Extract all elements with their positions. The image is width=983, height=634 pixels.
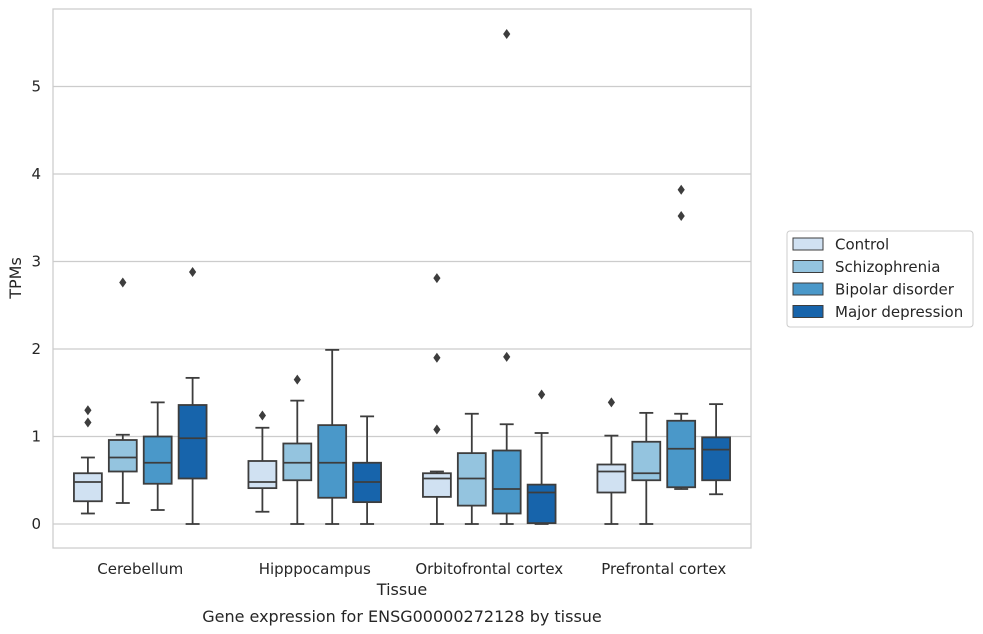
y-tick-2: 2: [31, 340, 41, 358]
x-tick-1: Hipppocampus: [259, 560, 371, 578]
box-2-2: [491, 29, 522, 525]
y-tick-1: 1: [31, 428, 41, 446]
legend-frame: [786, 230, 974, 328]
outlier-point: [258, 410, 266, 421]
outlier-point: [189, 267, 197, 277]
outlier-point: [84, 417, 92, 428]
box-body: [247, 460, 278, 490]
box-3-0: [596, 397, 627, 525]
box-0-1: [107, 277, 138, 504]
outlier-point: [677, 211, 685, 221]
legend-label-1: Schizophrenia: [835, 258, 940, 276]
legend-label-0: Control: [835, 236, 889, 254]
box-body: [526, 483, 557, 525]
outlier-point: [503, 29, 511, 39]
plot-frame: [52, 8, 752, 549]
box-body: [142, 435, 173, 485]
x-tick-3: Prefrontal cortex: [601, 560, 726, 578]
x-tick-0: Cerebellum: [97, 560, 183, 578]
chart-caption: Gene expression for ENSG00000272128 by t…: [202, 607, 602, 626]
box-body: [701, 436, 731, 482]
box-body: [73, 472, 103, 503]
y-tick-labels: 0 1 2 3 4 5: [31, 78, 41, 534]
box-1-2: [317, 348, 348, 525]
box-0-2: [142, 401, 173, 511]
box-body: [631, 440, 662, 482]
box-2-1: [456, 412, 487, 525]
y-tick-5: 5: [31, 78, 41, 96]
y-tick-4: 4: [31, 165, 41, 183]
box-2-0: [422, 273, 452, 525]
x-tick-2: Orbitofrontal cortex: [415, 560, 563, 578]
box-1-0: [247, 410, 278, 513]
box-body: [107, 439, 138, 473]
box-body: [317, 424, 348, 499]
legend-label-2: Bipolar disorder: [835, 281, 955, 299]
outlier-point: [293, 374, 301, 385]
legend-swatch-3: [792, 305, 824, 318]
boxes: [73, 29, 731, 525]
legend: Control Schizophrenia Bipolar disorder Majo…: [786, 230, 974, 328]
outlier-point: [607, 397, 615, 408]
box-3-1: [631, 411, 662, 525]
box-3-2: [666, 184, 697, 490]
outlier-point: [433, 273, 441, 284]
outlier-point: [119, 277, 127, 288]
legend-swatch-1: [792, 260, 824, 273]
outlier-point: [677, 184, 685, 195]
box-body: [666, 419, 697, 489]
box-1-1: [282, 374, 313, 525]
box-body: [596, 463, 627, 494]
outlier-point: [433, 352, 441, 363]
box-body: [491, 449, 522, 515]
box-3-3: [701, 403, 731, 496]
box-1-3: [352, 415, 382, 525]
box-body: [422, 472, 452, 498]
x-tick-labels: Cerebellum Hipppocampus Orbitofrontal cort…: [97, 560, 726, 578]
y-tick-3: 3: [31, 253, 41, 271]
box-2-3: [526, 389, 557, 525]
box-0-0: [73, 405, 103, 515]
y-axis-label: TPMs: [6, 257, 25, 300]
outlier-point: [84, 405, 92, 416]
box-0-3: [177, 267, 208, 525]
legend-label-3: Major depression: [835, 303, 963, 321]
legend-swatch-0: [792, 237, 824, 251]
y-tick-0: 0: [31, 515, 41, 533]
outlier-point: [433, 424, 441, 435]
x-axis-label: Tissue: [376, 580, 427, 599]
outlier-point: [503, 351, 511, 362]
box-body: [177, 404, 208, 480]
legend-swatch-2: [792, 282, 824, 296]
outlier-point: [538, 389, 546, 400]
